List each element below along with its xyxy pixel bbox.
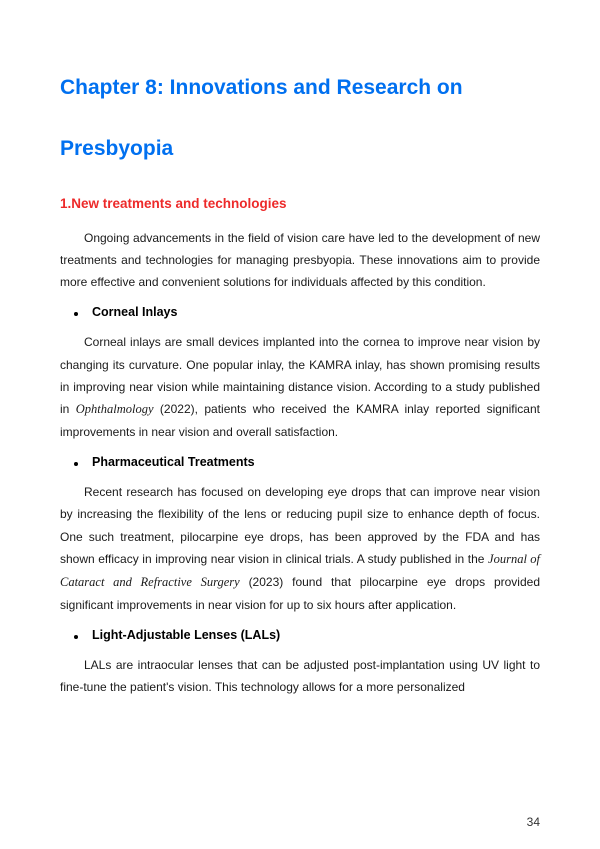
corneal-inlays-paragraph: Corneal inlays are small devices implant… (60, 331, 540, 443)
bullet-item-pharmaceutical: Pharmaceutical Treatments (74, 455, 540, 469)
chapter-title: Chapter 8: Innovations and Research on P… (60, 58, 540, 180)
chapter-title-line1: Chapter 8: Innovations and Research on (60, 76, 463, 99)
bullet-item-lals: Light-Adjustable Lenses (LALs) (74, 628, 540, 642)
intro-paragraph: Ongoing advancements in the field of vis… (60, 227, 540, 294)
bullet-label: Pharmaceutical Treatments (92, 455, 255, 469)
bullet-icon (74, 635, 78, 639)
page-number: 34 (527, 815, 540, 829)
journal-title: Ophthalmology (76, 402, 154, 416)
bullet-icon (74, 462, 78, 466)
pharmaceutical-paragraph: Recent research has focused on developin… (60, 481, 540, 616)
bullet-icon (74, 312, 78, 316)
chapter-title-line2: Presbyopia (60, 137, 173, 160)
lals-paragraph: LALs are intraocular lenses that can be … (60, 654, 540, 698)
section-heading: 1.New treatments and technologies (60, 196, 540, 211)
bullet-label: Light-Adjustable Lenses (LALs) (92, 628, 280, 642)
text-run: Recent research has focused on developin… (60, 485, 540, 566)
bullet-label: Corneal Inlays (92, 305, 177, 319)
bullet-item-corneal-inlays: Corneal Inlays (74, 305, 540, 319)
